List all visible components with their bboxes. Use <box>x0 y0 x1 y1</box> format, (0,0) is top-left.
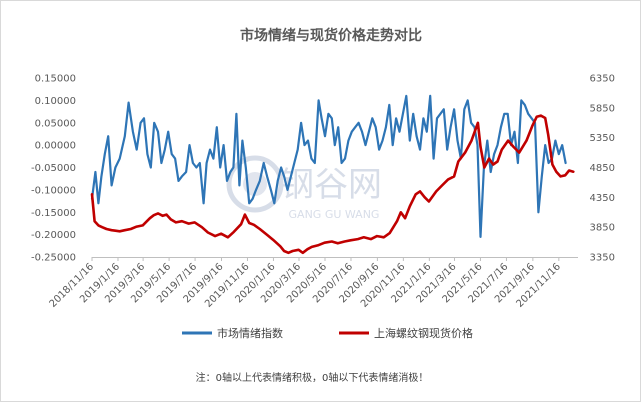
y-right-tick-label: 6350 <box>590 74 615 85</box>
y-left-tick-label: -0.20000 <box>31 230 76 241</box>
series-line-price <box>90 114 575 255</box>
legend: 市场情绪指数 上海螺纹钢现货价格 <box>182 326 473 340</box>
right-axis: 6350 5850 5350 4850 4350 3850 3350 <box>590 74 615 264</box>
y-right-tick-label: 5350 <box>590 133 615 144</box>
watermark-cn: 钢谷网 <box>280 165 382 205</box>
x-axis: 2018/11/162019/1/162019/3/162019/5/16201… <box>48 257 578 310</box>
y-left-tick-label: 0.10000 <box>35 96 76 107</box>
legend-label-sentiment: 市场情绪指数 <box>217 326 283 340</box>
y-right-tick-label: 4350 <box>590 193 615 204</box>
watermark-en: GANG GU WANG <box>289 208 380 221</box>
y-right-tick-label: 3850 <box>590 223 615 234</box>
y-right-tick-label: 3350 <box>590 253 615 264</box>
watermark-logo-icon <box>226 155 284 213</box>
y-right-tick-label: 4850 <box>590 163 615 174</box>
chart-note: 注：0轴以上代表情绪积极，0轴以下代表情绪消极！ <box>196 371 429 384</box>
y-left-tick-label: 0.15000 <box>35 74 76 85</box>
chart-title: 市场情绪与现货价格走势对比 <box>240 27 422 44</box>
y-right-tick-label: 5850 <box>590 103 615 114</box>
y-left-tick-label: -0.25000 <box>31 253 76 264</box>
left-axis: 0.15000 0.10000 0.05000 0.00000 -0.05000 -0.1… <box>31 74 76 264</box>
series-layer <box>90 94 575 255</box>
y-left-tick-label: -0.05000 <box>31 163 76 174</box>
legend-label-price: 上海螺纹钢现货价格 <box>374 326 473 340</box>
y-left-tick-label: 0.00000 <box>35 141 76 152</box>
series-line-sentiment <box>90 94 567 238</box>
y-left-tick-label: -0.10000 <box>31 185 76 196</box>
y-left-tick-label: 0.05000 <box>35 118 76 129</box>
y-left-tick-label: -0.15000 <box>31 208 76 219</box>
watermark: 钢谷网 GANG GU WANG <box>226 155 382 221</box>
